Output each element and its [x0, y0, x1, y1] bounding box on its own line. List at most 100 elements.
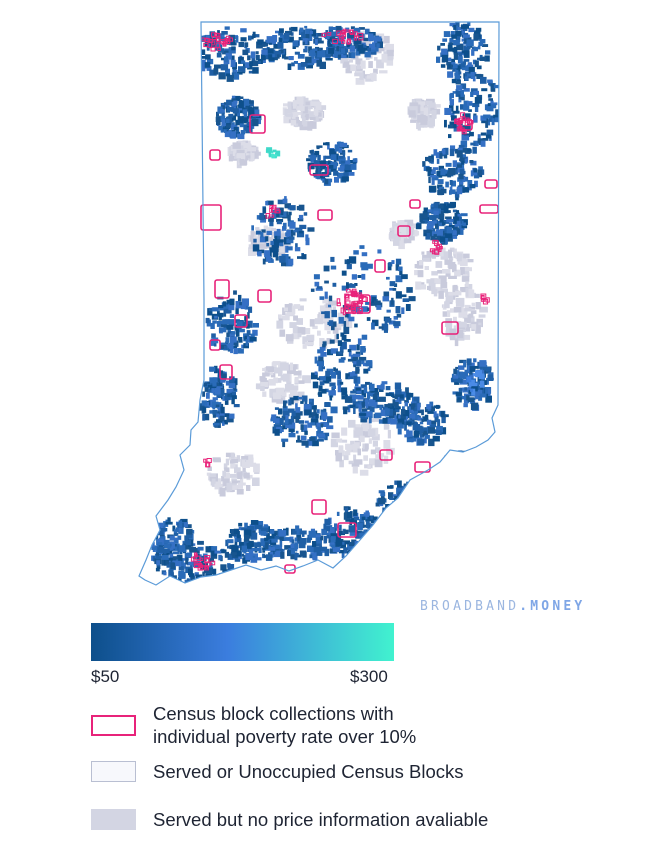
- map-area-patch: [350, 440, 354, 445]
- map-area-patch: [286, 312, 294, 316]
- map-area-patch: [328, 531, 332, 537]
- map-area-patch: [448, 168, 456, 176]
- map-area-patch: [166, 557, 173, 561]
- map-area-patch: [226, 388, 234, 393]
- map-area-patch: [308, 111, 316, 119]
- map-area-patch: [392, 505, 400, 510]
- map-area-patch: [214, 550, 222, 554]
- map-area-patch: [471, 464, 476, 469]
- map-area-patch: [400, 414, 406, 420]
- map-area-patch: [419, 284, 427, 290]
- price-gradient-bar: [91, 623, 394, 661]
- map-area-patch: [436, 425, 443, 433]
- map-area-patch: [293, 304, 301, 309]
- poverty-outline: [347, 38, 352, 44]
- map-area-patch: [321, 412, 328, 420]
- map-area-patch: [473, 461, 479, 468]
- poverty-outline: [337, 522, 357, 538]
- map-area-patch: [304, 38, 308, 45]
- map-area-patch: [339, 381, 344, 385]
- map-area-patch: [432, 435, 440, 442]
- map-area-patch: [341, 391, 348, 396]
- map-area-patch: [225, 452, 234, 458]
- map-area-patch: [366, 317, 371, 321]
- map-area-patch: [396, 505, 402, 512]
- map-area-patch: [312, 552, 317, 560]
- map-area-patch: [464, 460, 468, 467]
- map-area-patch: [298, 230, 303, 234]
- map-area-patch: [333, 50, 341, 55]
- map-area-patch: [284, 384, 294, 392]
- map-area-patch: [206, 472, 212, 476]
- map-area-patch: [251, 55, 256, 63]
- map-area-patch: [284, 304, 293, 313]
- map-area-patch: [479, 360, 487, 367]
- map-area-patch: [389, 408, 393, 416]
- map-area-patch: [350, 390, 357, 394]
- map-area-patch: [439, 218, 444, 223]
- map-area-patch: [465, 454, 469, 460]
- map-area-patch: [425, 100, 433, 106]
- map-area-patch: [391, 260, 395, 264]
- map-area-patch: [288, 258, 294, 266]
- map-area-patch: [202, 391, 206, 397]
- map-area-patch: [430, 174, 437, 178]
- map-area-patch: [411, 489, 415, 498]
- poverty-outline: [432, 239, 439, 244]
- map-area-patch: [317, 33, 324, 37]
- map-area-patch: [460, 461, 467, 469]
- map-area-patch: [212, 401, 219, 409]
- map-area-patch: [473, 168, 478, 175]
- map-area-patch: [449, 247, 455, 252]
- map-area-patch: [476, 465, 483, 469]
- map-area-patch: [376, 43, 380, 48]
- map-area-patch: [437, 419, 441, 427]
- map-area-patch: [279, 428, 284, 432]
- map-area-patch: [405, 387, 409, 395]
- map-area-patch: [330, 406, 338, 414]
- map-area-patch: [389, 320, 396, 325]
- map-area-patch: [272, 361, 281, 366]
- map-area-patch: [283, 103, 288, 107]
- map-area-patch: [312, 29, 317, 37]
- poverty-outline: [353, 293, 359, 297]
- map-area-patch: [401, 503, 407, 507]
- map-area-patch: [352, 467, 358, 474]
- map-area-patch: [292, 45, 296, 49]
- map-area-patch: [485, 50, 491, 55]
- map-area-patch: [374, 458, 383, 468]
- map-area-patch: [268, 54, 275, 61]
- map-area-patch: [478, 395, 483, 401]
- map-area-patch: [267, 372, 274, 376]
- map-area-patch: [238, 294, 242, 303]
- map-area-patch: [477, 134, 481, 141]
- map-area-patch: [478, 375, 485, 383]
- map-area-patch: [213, 458, 221, 463]
- map-area-patch: [431, 104, 441, 108]
- poverty-outline: [462, 128, 466, 133]
- map-area-patch: [325, 55, 331, 60]
- map-area-patch: [307, 121, 313, 131]
- poverty-outline: [222, 43, 227, 47]
- map-area-patch: [394, 510, 399, 516]
- map-area-patch: [413, 430, 420, 436]
- map-area-patch: [178, 520, 183, 528]
- map-area-patch: [365, 520, 370, 529]
- map-area-patch: [433, 206, 441, 214]
- map-area-patch: [156, 556, 161, 560]
- map-area-patch: [343, 314, 348, 322]
- map-area-patch: [268, 547, 276, 551]
- map-area-patch: [217, 310, 220, 317]
- map-area-patch: [437, 220, 445, 227]
- map-area-patch: [415, 223, 422, 230]
- map-area-patch: [360, 262, 368, 268]
- map-area-patch: [460, 457, 466, 466]
- map-area-patch: [248, 306, 253, 313]
- map-area-patch: [419, 433, 425, 438]
- map-area-patch: [448, 292, 456, 296]
- map-area-patch: [463, 88, 470, 92]
- poverty-outline: [199, 565, 206, 571]
- map-area-patch: [201, 382, 207, 387]
- map-area-patch: [471, 388, 476, 396]
- map-area-patch: [278, 548, 284, 553]
